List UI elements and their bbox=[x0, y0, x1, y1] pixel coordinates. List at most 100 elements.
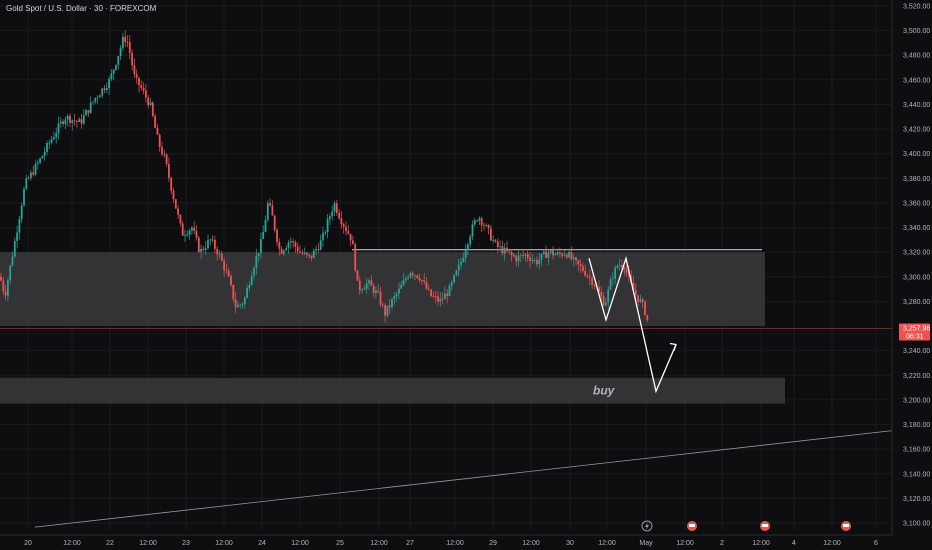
candle bbox=[131, 52, 133, 66]
candle bbox=[611, 278, 614, 280]
candle bbox=[418, 277, 421, 281]
candle bbox=[533, 259, 536, 261]
candle bbox=[391, 299, 393, 308]
candle bbox=[315, 248, 317, 251]
candle bbox=[554, 254, 557, 256]
candle bbox=[386, 305, 389, 316]
candle bbox=[460, 261, 462, 265]
candle bbox=[605, 302, 607, 306]
candle bbox=[276, 229, 278, 243]
candle bbox=[434, 296, 437, 297]
projection-zigzag[interactable] bbox=[588, 255, 677, 394]
candle bbox=[11, 256, 14, 266]
candle bbox=[156, 127, 159, 135]
candle bbox=[561, 253, 564, 256]
candle bbox=[358, 280, 361, 291]
candle bbox=[584, 270, 587, 276]
candle bbox=[69, 115, 71, 124]
candle bbox=[439, 298, 442, 302]
candle bbox=[372, 285, 375, 294]
candle bbox=[32, 172, 35, 175]
projection-path[interactable] bbox=[588, 255, 677, 394]
candle bbox=[462, 257, 465, 262]
candle bbox=[308, 254, 311, 256]
candle bbox=[181, 223, 184, 236]
candle bbox=[39, 158, 41, 163]
candle bbox=[16, 232, 18, 242]
candle bbox=[473, 220, 476, 225]
candle bbox=[628, 272, 630, 276]
candle bbox=[237, 305, 239, 308]
y-tick-label: 3,440.00 bbox=[903, 102, 930, 109]
y-tick-label: 3,320.00 bbox=[903, 250, 930, 257]
candle bbox=[549, 250, 552, 253]
candle bbox=[621, 265, 623, 268]
x-tick-label: 12:00 bbox=[752, 540, 770, 547]
candle bbox=[209, 239, 212, 241]
candle bbox=[338, 212, 340, 219]
candle bbox=[379, 291, 382, 305]
candle bbox=[2, 280, 5, 292]
lightning-icon[interactable] bbox=[641, 520, 653, 532]
x-tick-label: 12:00 bbox=[676, 540, 694, 547]
candle bbox=[253, 268, 255, 277]
candle bbox=[476, 220, 478, 222]
y-tick-label: 3,500.00 bbox=[903, 28, 930, 35]
flag-icon[interactable] bbox=[841, 521, 851, 531]
candle bbox=[625, 269, 628, 273]
y-tick-label: 3,140.00 bbox=[903, 471, 930, 478]
candle bbox=[177, 208, 179, 215]
x-tick-label: 24 bbox=[258, 540, 266, 547]
candle bbox=[200, 248, 202, 253]
y-tick-label: 3,400.00 bbox=[903, 151, 930, 158]
flag-icon[interactable] bbox=[687, 521, 697, 531]
candle bbox=[455, 270, 458, 276]
x-axis[interactable]: 20 12:00 22 12:00 23 12:00 24 12:00 25 12:00 27 12:… bbox=[0, 534, 892, 547]
candle bbox=[55, 133, 58, 138]
candle bbox=[568, 252, 570, 258]
flag-icon-mark bbox=[762, 524, 768, 527]
candle bbox=[18, 219, 21, 233]
candle bbox=[409, 273, 412, 278]
candle bbox=[375, 290, 377, 294]
candle bbox=[345, 226, 347, 232]
y-tick-label: 3,220.00 bbox=[903, 373, 930, 380]
price-tag-value: 3,257.96 bbox=[903, 326, 930, 333]
candles-layer bbox=[0, 30, 649, 323]
flag-icon[interactable] bbox=[760, 521, 770, 531]
candle bbox=[607, 289, 610, 303]
y-tick-label: 3,180.00 bbox=[903, 422, 930, 429]
candle bbox=[211, 239, 214, 241]
candle bbox=[425, 281, 428, 289]
candle bbox=[529, 257, 531, 262]
candle bbox=[388, 305, 391, 308]
y-axis[interactable]: 3,520.00 3,500.00 3,480.00 3,460.00 3,440.00… bbox=[891, 0, 930, 535]
candle bbox=[112, 69, 115, 74]
candle bbox=[119, 47, 122, 57]
candle bbox=[407, 277, 409, 279]
candle bbox=[197, 237, 200, 253]
chart-title: Gold Spot / U.S. Dollar · 30 · FOREXCOM bbox=[6, 4, 157, 13]
candle bbox=[82, 115, 85, 124]
candle bbox=[552, 250, 554, 256]
candle bbox=[76, 121, 78, 122]
buy-zone bbox=[0, 377, 785, 404]
candle bbox=[165, 154, 168, 165]
candle bbox=[30, 172, 32, 179]
candle bbox=[416, 275, 419, 278]
candle bbox=[20, 205, 23, 220]
candle bbox=[262, 231, 265, 240]
candle bbox=[7, 280, 9, 296]
candle bbox=[80, 119, 83, 124]
x-tick-label: 12:00 bbox=[370, 540, 388, 547]
candle bbox=[250, 276, 253, 285]
candle bbox=[41, 155, 44, 159]
candle bbox=[368, 280, 370, 284]
y-tick-label: 3,340.00 bbox=[903, 225, 930, 232]
candle bbox=[570, 252, 573, 260]
candle bbox=[370, 280, 373, 286]
event-icons[interactable] bbox=[641, 520, 851, 532]
y-tick-label: 3,460.00 bbox=[903, 77, 930, 84]
